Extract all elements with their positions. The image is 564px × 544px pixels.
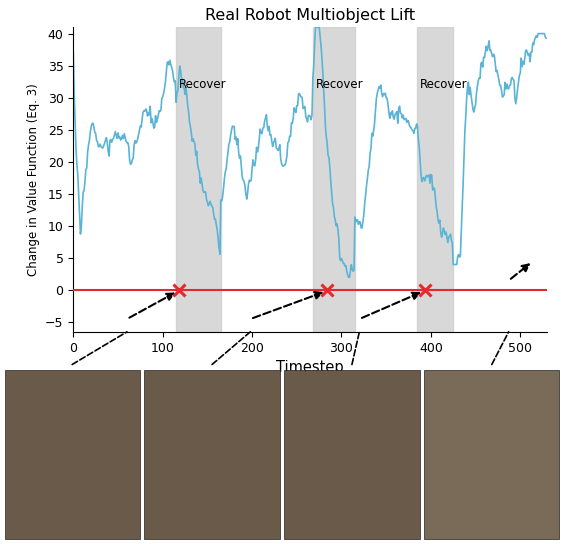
Bar [313,27,355,332]
Bar [144,370,280,539]
Bar [176,27,221,332]
Y-axis label: Change in Value Function (Eq. 3): Change in Value Function (Eq. 3) [27,83,39,276]
Title: Real Robot Multiobject Lift: Real Robot Multiobject Lift [205,8,415,23]
Text: Recover: Recover [420,78,468,91]
X-axis label: Timestep: Timestep [276,360,344,375]
Bar [284,370,420,539]
Text: Recover: Recover [179,78,226,91]
Text: Recover: Recover [316,78,363,91]
Bar [424,370,559,539]
Bar [417,27,453,332]
Bar [5,370,140,539]
